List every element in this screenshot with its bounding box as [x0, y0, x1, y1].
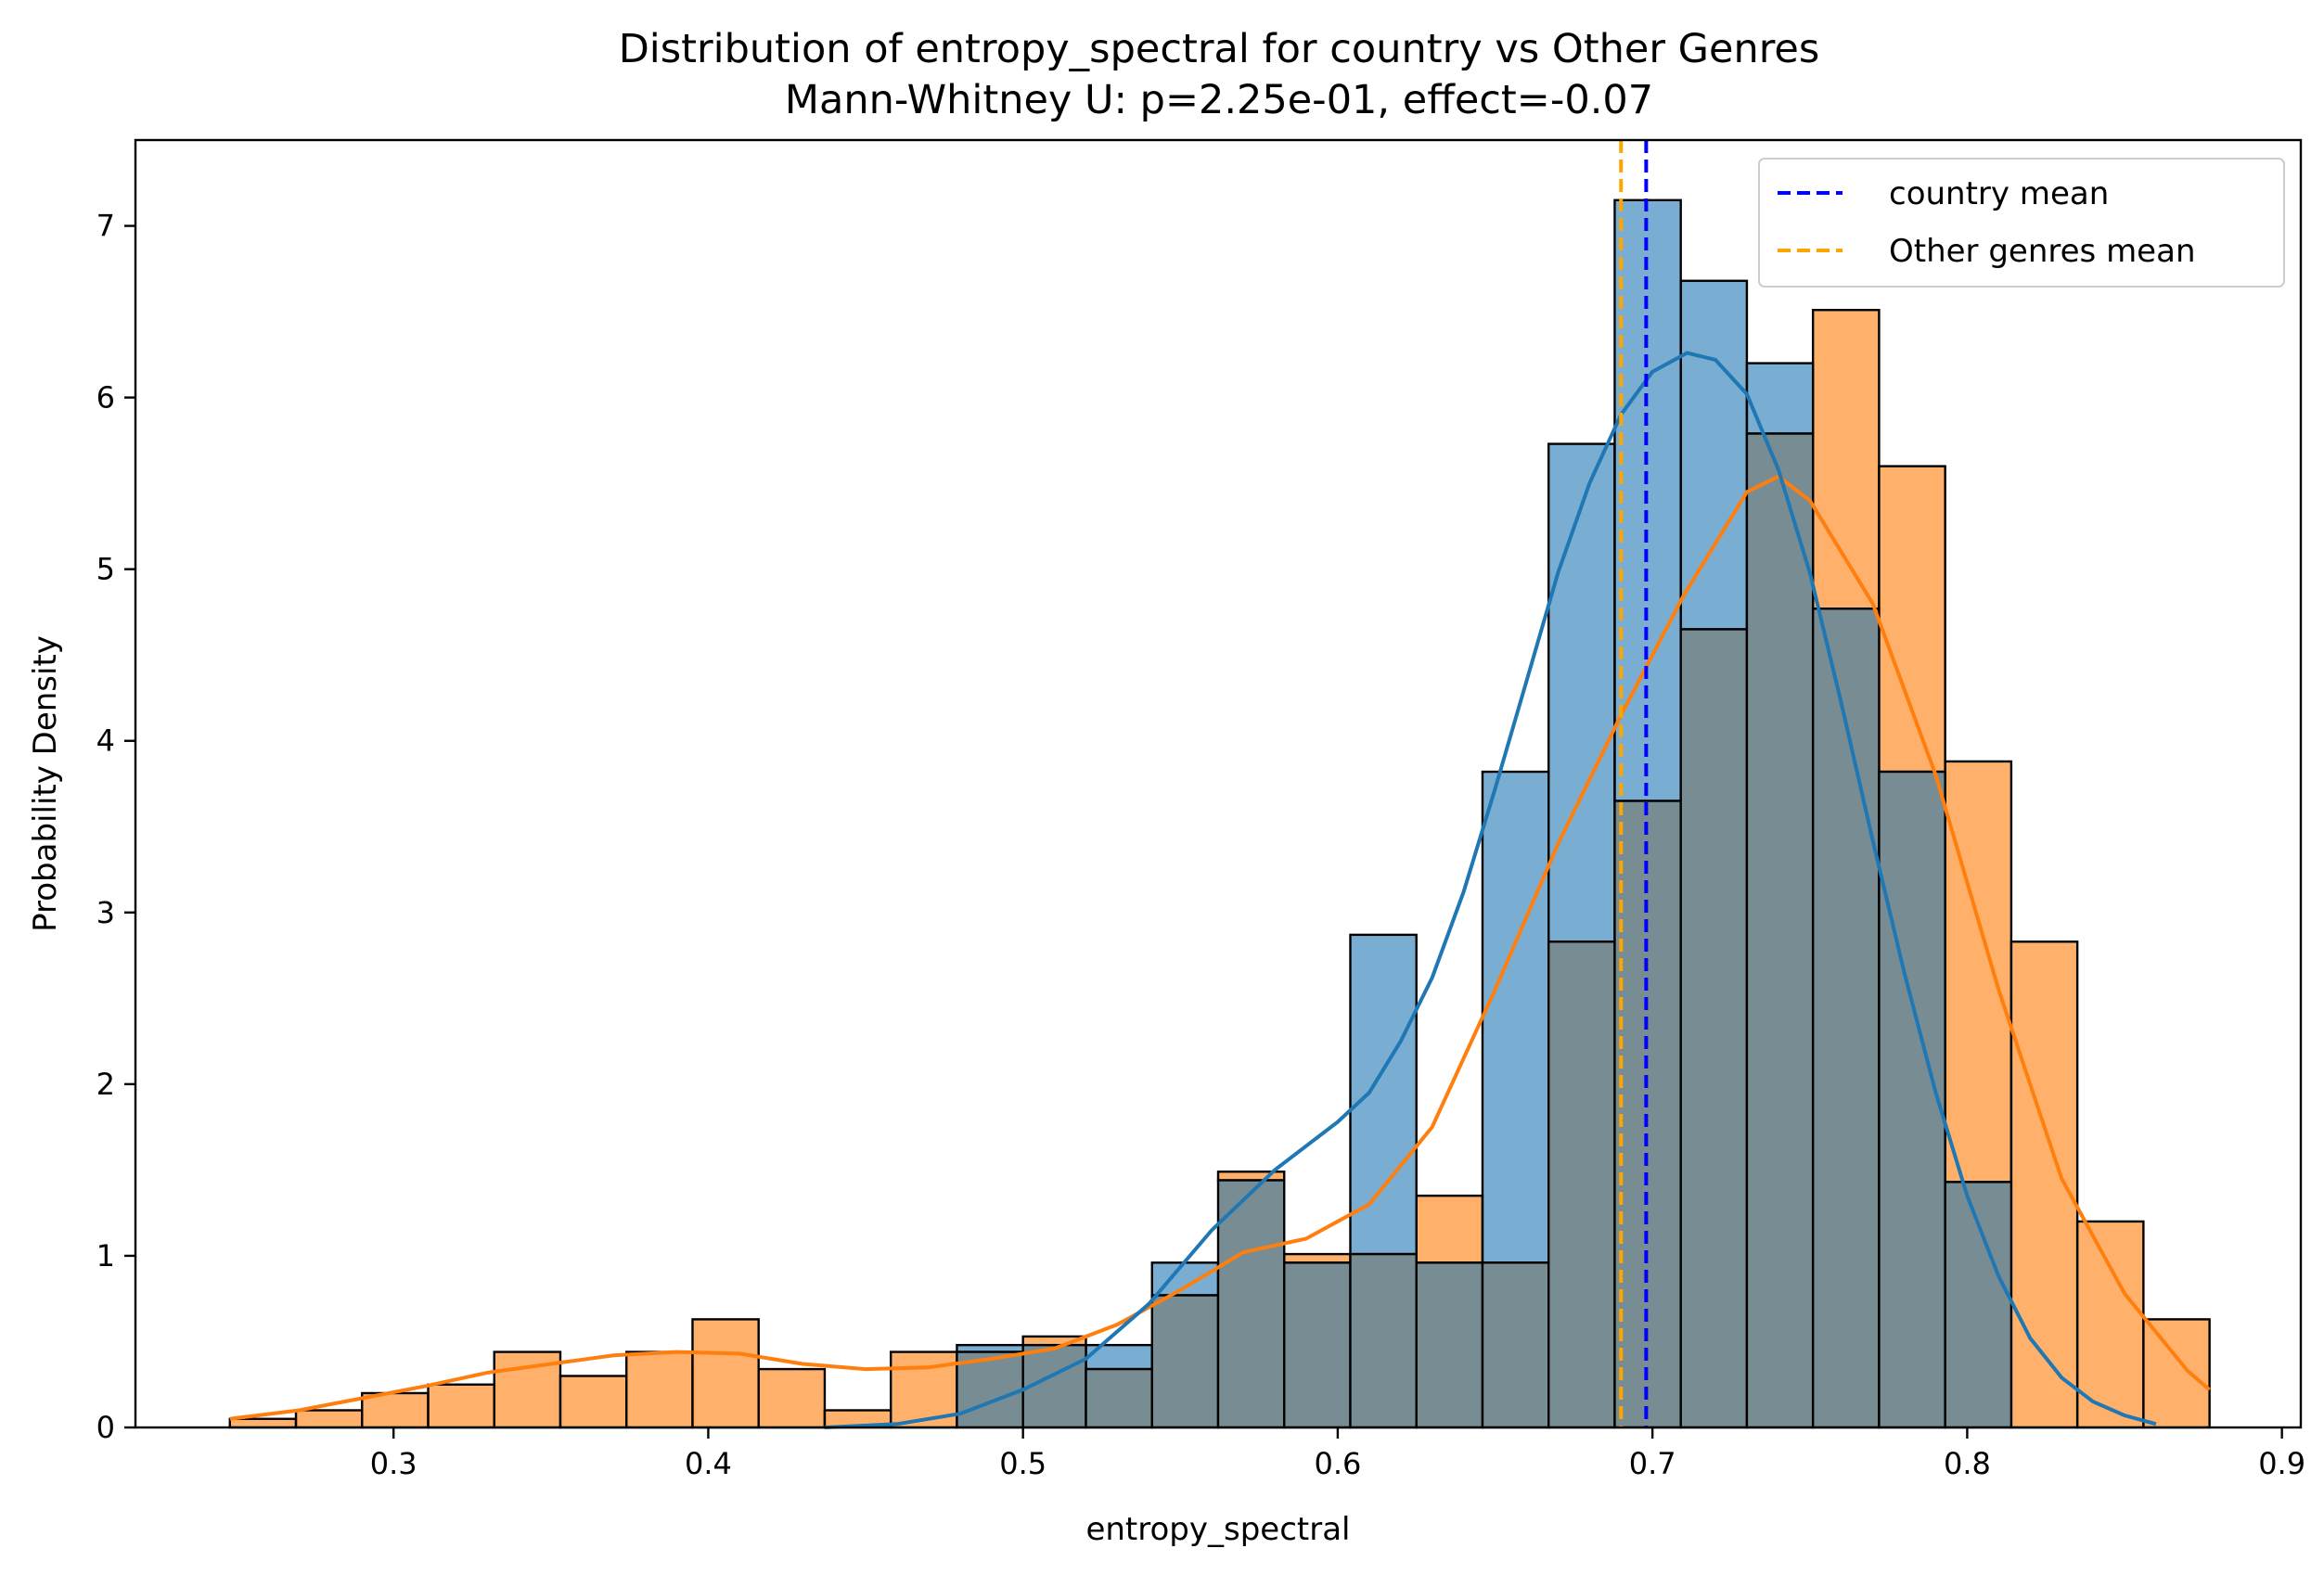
- y-tick-label: 0: [96, 1410, 115, 1445]
- overlap-bar: [1349, 1252, 1418, 1429]
- overlap-bar: [1085, 1367, 1153, 1429]
- other-genres-bar: [1811, 309, 1881, 610]
- overlap-bar: [1283, 1261, 1352, 1429]
- y-tick-label: 3: [96, 895, 115, 930]
- country-bars: [956, 198, 1815, 1371]
- overlap-bar: [1150, 1294, 1220, 1429]
- legend-label-other-mean: Other genres mean: [1889, 233, 2196, 270]
- overlap-bar: [1481, 1261, 1550, 1429]
- x-tick-label: 0.8: [1944, 1446, 1991, 1481]
- mean-lines: [1619, 140, 1649, 1427]
- other-genres-bar: [559, 1375, 628, 1429]
- country-bar: [1679, 279, 1749, 631]
- overlap-bar: [1415, 1261, 1484, 1429]
- x-axis-ticks: 0.3 0.4 0.5 0.6 0.7 0.8 0.9: [370, 1427, 2305, 1481]
- x-tick-label: 0.4: [685, 1446, 732, 1481]
- overlap-bar: [1944, 1181, 2013, 1429]
- other-genres-bar: [1415, 1194, 1484, 1264]
- legend-label-country-mean: country mean: [1889, 175, 2109, 212]
- country-bar: [1481, 770, 1550, 1264]
- y-tick-label: 1: [96, 1238, 115, 1273]
- other-genres-bar: [1878, 465, 1946, 774]
- country-bar: [1745, 362, 1815, 435]
- other-genres-bar: [294, 1409, 364, 1429]
- other-genres-bar: [2142, 1318, 2211, 1429]
- overlap-bar: [1679, 628, 1749, 1429]
- overlap-bar: [1216, 1179, 1286, 1429]
- y-tick-label: 2: [96, 1067, 115, 1102]
- x-tick-label: 0.9: [2258, 1446, 2305, 1481]
- other-genres-bar: [625, 1350, 694, 1429]
- chart-title: Distribution of entropy_spectral for cou…: [619, 26, 1820, 72]
- other-genres-bar: [1944, 760, 2013, 1184]
- y-tick-label: 5: [96, 552, 115, 587]
- y-tick-label: 7: [96, 209, 115, 244]
- country-bar: [1547, 442, 1616, 943]
- overlap-bar: [1878, 770, 1946, 1429]
- other-genres-bar: [691, 1318, 760, 1429]
- other-genres-bar: [1283, 1252, 1352, 1264]
- plot-frame: [134, 138, 2303, 1429]
- chart-subtitle: Mann-Whitney U: p=2.25e-01, effect=-0.07: [785, 77, 1653, 123]
- x-tick-label: 0.7: [1629, 1446, 1676, 1481]
- y-axis-ticks: 0 1 2 3 4 5 6 7: [96, 209, 135, 1445]
- overlap-bar: [1547, 941, 1616, 1429]
- x-tick-label: 0.3: [370, 1446, 417, 1481]
- legend: country mean Other genres mean: [1758, 158, 2285, 288]
- other-genres-bar: [427, 1383, 495, 1429]
- country-bar: [1349, 933, 1418, 1256]
- y-tick-label: 6: [96, 380, 115, 416]
- x-tick-label: 0.6: [1314, 1446, 1361, 1481]
- other-genres-bar: [361, 1391, 430, 1429]
- other-genres-bar: [757, 1367, 827, 1429]
- other-genres-bar: [2075, 1220, 2145, 1429]
- x-axis-label: entropy_spectral: [1085, 1511, 1350, 1548]
- other-genres-kde-line: [229, 474, 2211, 1421]
- other-genres-bar: [228, 1417, 298, 1429]
- x-tick-label: 0.5: [999, 1446, 1046, 1481]
- overlap-bar: [1745, 432, 1815, 1429]
- y-tick-label: 4: [96, 723, 115, 759]
- y-axis-label: Probability Density: [27, 635, 64, 932]
- legend-box: [1758, 158, 2285, 288]
